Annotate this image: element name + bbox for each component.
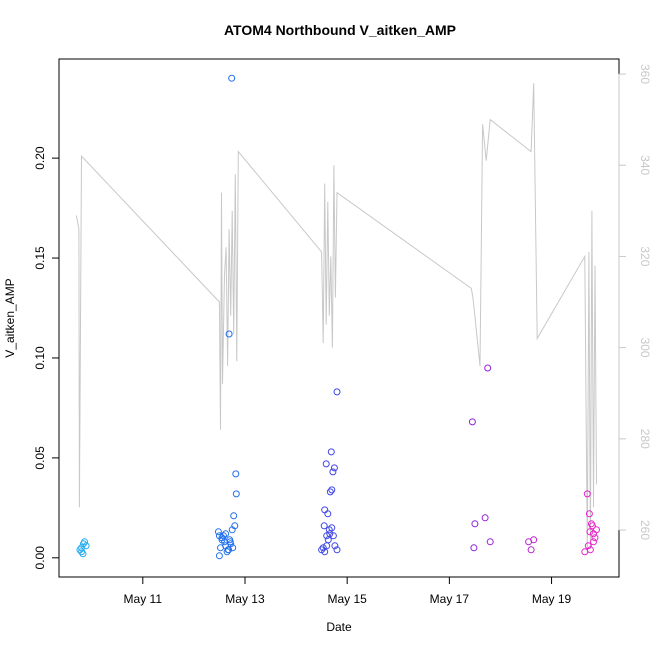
y2-tick-label: 300 (638, 338, 650, 358)
x-axis-label: Date (326, 620, 352, 634)
y-axis-label: V_aitken_AMP (3, 278, 17, 357)
data-point (215, 552, 223, 560)
data-point (321, 548, 329, 556)
x-axis: May 11 May 13 May 15 May 17 May 19 (124, 576, 572, 606)
data-point (322, 460, 330, 468)
data-point (585, 510, 593, 518)
data-point (320, 522, 328, 530)
data-point (530, 536, 538, 544)
data-point (593, 526, 600, 534)
data-point (325, 526, 333, 534)
data-point (586, 528, 594, 536)
y-tick-label: 0.15 (33, 246, 47, 270)
data-point (321, 506, 329, 514)
data-point (470, 544, 478, 552)
series-line (75, 83, 597, 553)
data-point (78, 544, 85, 552)
data-point (329, 468, 337, 476)
data-point (222, 530, 230, 538)
data-point (484, 364, 492, 372)
data-point (326, 488, 334, 496)
data-point (331, 542, 339, 550)
data-point (232, 470, 240, 478)
x-tick-label: May 19 (532, 592, 572, 606)
x-tick-label: May 17 (430, 592, 470, 606)
data-point (583, 490, 591, 498)
data-point (486, 538, 494, 546)
data-point (333, 388, 341, 396)
data-point (226, 538, 234, 546)
data-point (319, 544, 327, 552)
y2-tick-label: 340 (638, 155, 650, 175)
data-point (588, 522, 596, 530)
series-points-layer (76, 74, 600, 560)
y-tick-label: 0.10 (33, 346, 47, 370)
data-point (324, 536, 332, 544)
data-point (224, 546, 232, 554)
y-axis: 0.00 0.05 0.10 0.15 0.20 (33, 146, 60, 570)
data-point (590, 538, 597, 546)
data-point (591, 534, 599, 542)
data-point (323, 532, 331, 540)
y2-tick-label: 360 (638, 64, 650, 84)
data-point (329, 532, 337, 540)
y-tick-label: 0.05 (33, 446, 47, 470)
data-point (230, 512, 238, 520)
data-point (328, 486, 336, 494)
data-point (80, 540, 87, 548)
data-point (232, 490, 240, 498)
y-tick-label: 0.00 (33, 546, 47, 570)
data-point (231, 522, 239, 530)
data-point (333, 546, 341, 554)
data-point (229, 544, 237, 552)
data-point (586, 546, 594, 554)
data-point (481, 514, 489, 522)
data-point (327, 448, 335, 456)
data-point (330, 464, 338, 472)
y2-tick-label: 280 (638, 429, 650, 449)
data-point (218, 534, 226, 542)
data-point (225, 330, 233, 338)
x-tick-label: May 13 (225, 592, 265, 606)
y-tick-label: 0.20 (33, 146, 47, 170)
y2-tick-label: 260 (638, 520, 650, 540)
series-line-layer (75, 83, 597, 553)
x-tick-label: May 11 (124, 592, 163, 606)
y2-tick-label: 320 (638, 246, 650, 266)
data-point (214, 528, 222, 536)
data-point (324, 510, 332, 518)
y2-axis: 260 280 300 320 340 360 (618, 64, 650, 540)
plot-frame (58, 58, 620, 578)
data-point (527, 546, 535, 554)
data-point (78, 548, 85, 556)
data-point (228, 74, 236, 82)
data-point (323, 542, 331, 550)
data-point (468, 418, 476, 426)
data-point (584, 542, 592, 550)
x-tick-label: May 15 (327, 592, 367, 606)
chart-title: ATOM4 Northbound V_aitken_AMP (224, 22, 456, 38)
data-point (471, 520, 479, 528)
